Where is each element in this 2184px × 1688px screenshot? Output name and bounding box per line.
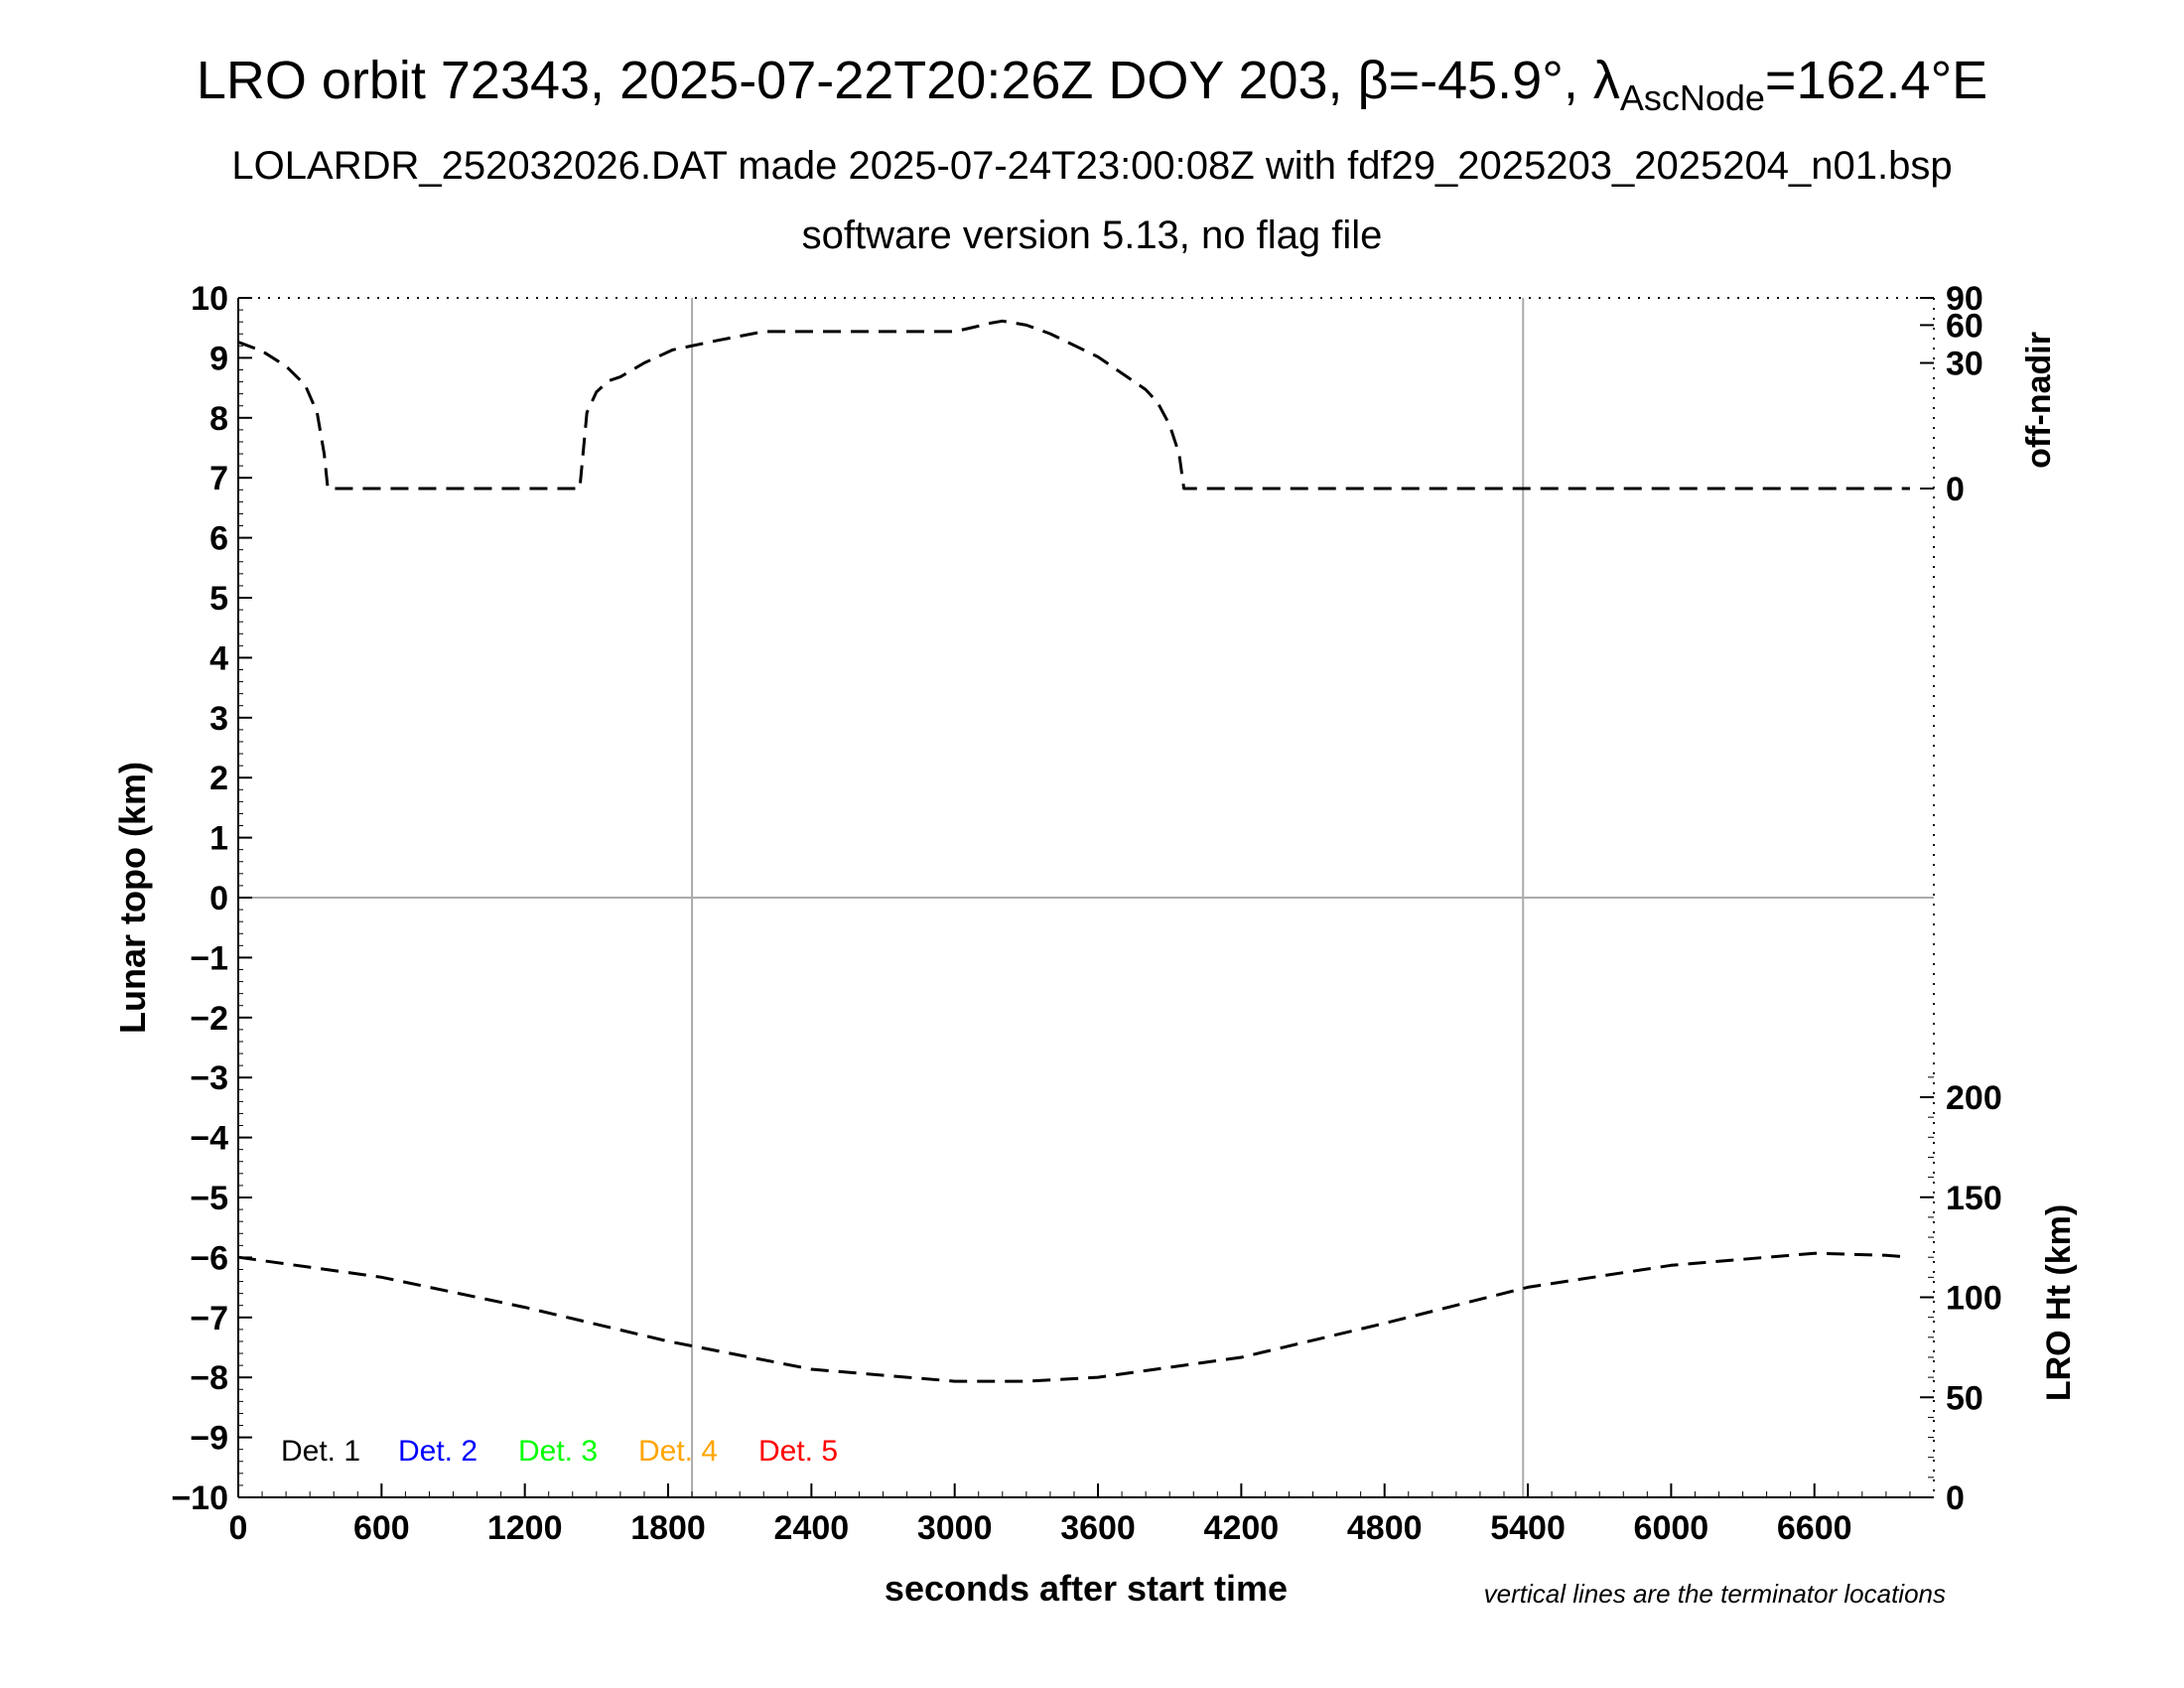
ht-tick-label: 100 bbox=[1946, 1280, 2002, 1318]
y-tick-label: −2 bbox=[190, 1000, 228, 1038]
y-tick-label: 4 bbox=[209, 639, 228, 677]
series-line-lro-ht bbox=[237, 1251, 1911, 1383]
y-tick-label: 1 bbox=[209, 820, 228, 858]
chart-subtitle-file: LOLARDR_252032026.DAT made 2025-07-24T23… bbox=[231, 144, 1953, 188]
y-tick-label: −1 bbox=[190, 939, 228, 977]
x-tick-label: 2400 bbox=[774, 1509, 850, 1547]
y-tick-label: 5 bbox=[209, 580, 228, 618]
y-tick-label: 0 bbox=[209, 880, 228, 917]
y-tick-label: −5 bbox=[190, 1180, 228, 1217]
y-tick-label: 3 bbox=[209, 700, 228, 738]
y-tick-label: −6 bbox=[190, 1239, 228, 1277]
x-tick-label: 4200 bbox=[1204, 1509, 1280, 1547]
ht-tick-label: 150 bbox=[1946, 1180, 2002, 1217]
y-tick-label: −3 bbox=[190, 1059, 228, 1097]
x-tick-label: 1200 bbox=[487, 1509, 563, 1547]
x-tick-label: 0 bbox=[229, 1509, 248, 1547]
off-nadir-tick-label: 0 bbox=[1946, 471, 1965, 508]
ht-axis-title: LRO Ht (km) bbox=[2040, 1204, 2078, 1401]
y-tick-label: 7 bbox=[209, 460, 228, 497]
y-tick-label: −10 bbox=[171, 1479, 228, 1517]
legend-item-det-5: Det. 5 bbox=[758, 1435, 838, 1468]
x-tick-label: 6600 bbox=[1777, 1509, 1852, 1547]
y-axis-title: Lunar topo (km) bbox=[112, 762, 153, 1034]
series-line-off-nadir bbox=[237, 319, 1910, 491]
y-tick-label: 2 bbox=[209, 760, 228, 797]
y-tick-label: 9 bbox=[209, 340, 228, 377]
x-tick-label: 4800 bbox=[1347, 1509, 1423, 1547]
x-tick-label: 1800 bbox=[630, 1509, 706, 1547]
y-tick-label: −8 bbox=[190, 1359, 228, 1397]
off-nadir-tick-label: 30 bbox=[1946, 346, 1983, 383]
x-axis-title: seconds after start time bbox=[885, 1568, 1288, 1609]
off-nadir-tick-label: 60 bbox=[1946, 307, 1983, 345]
y-tick-label: 8 bbox=[209, 400, 228, 438]
y-tick-label: −9 bbox=[190, 1420, 228, 1458]
x-tick-label: 6000 bbox=[1634, 1509, 1709, 1547]
y-tick-label: 10 bbox=[191, 280, 228, 318]
x-tick-label: 3600 bbox=[1060, 1509, 1136, 1547]
x-tick-label: 600 bbox=[353, 1509, 410, 1547]
legend-item-det-3: Det. 3 bbox=[518, 1435, 598, 1468]
ht-tick-label: 50 bbox=[1946, 1379, 1983, 1417]
ht-tick-label: 200 bbox=[1946, 1079, 2002, 1117]
off-nadir-tick-label: 90 bbox=[1946, 280, 1983, 318]
y-tick-label: −7 bbox=[190, 1300, 228, 1337]
x-tick-label: 3000 bbox=[917, 1509, 993, 1547]
ht-tick-label: 0 bbox=[1946, 1479, 1965, 1517]
terminator-note: vertical lines are the terminator locati… bbox=[1483, 1579, 1946, 1609]
y-tick-label: −4 bbox=[190, 1120, 228, 1158]
y-tick-label: 6 bbox=[209, 520, 228, 558]
off-nadir-axis-title: off-nadir bbox=[2020, 332, 2058, 469]
chart-subtitle-software: software version 5.13, no flag file bbox=[801, 213, 1383, 257]
legend-item-det-1: Det. 1 bbox=[281, 1435, 360, 1468]
legend-item-det-4: Det. 4 bbox=[638, 1435, 718, 1468]
chart-title: LRO orbit 72343, 2025-07-22T20:26Z DOY 2… bbox=[196, 51, 1988, 118]
x-tick-label: 5400 bbox=[1490, 1509, 1566, 1547]
legend-item-det-2: Det. 2 bbox=[398, 1435, 478, 1468]
